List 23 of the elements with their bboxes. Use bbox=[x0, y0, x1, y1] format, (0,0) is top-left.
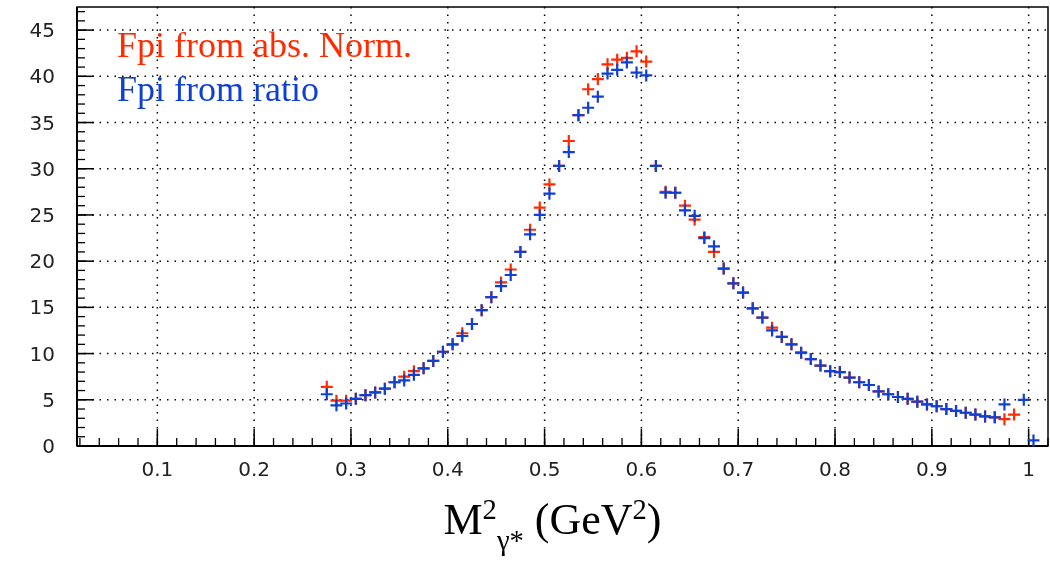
y-tick-label: 15 bbox=[29, 295, 55, 320]
text: Fpi from ratio bbox=[117, 69, 319, 109]
x-tick-label: 0.1 bbox=[141, 457, 174, 481]
y-tick-label: 5 bbox=[42, 387, 55, 412]
y-tick-label: 0 bbox=[42, 434, 55, 458]
text: Fpi from abs. Norm. bbox=[117, 25, 412, 65]
x-tick-label: 0.8 bbox=[819, 457, 851, 481]
x-tick-label: 1 bbox=[1022, 457, 1036, 481]
x-tick-label: 0.7 bbox=[722, 457, 755, 481]
x-tick-label: 0.3 bbox=[335, 457, 367, 481]
x-tick-label: 0.9 bbox=[915, 457, 948, 481]
y-tick-label: 25 bbox=[29, 202, 55, 227]
y-tick-label: 40 bbox=[29, 64, 55, 89]
x-axis-title: M$^{2}$$_{γ*}$ (GeV$^{2}$) bbox=[443, 493, 662, 556]
y-tick-label: 10 bbox=[29, 341, 55, 366]
y-tick-label: 35 bbox=[29, 110, 55, 135]
x-tick-label: 0.4 bbox=[431, 457, 464, 481]
y-tick-label: 45 bbox=[29, 18, 55, 43]
x-tick-label: 0.5 bbox=[528, 457, 561, 481]
y-tick-label: 20 bbox=[29, 249, 55, 274]
y-tick-label: 30 bbox=[29, 156, 55, 181]
x-tick-label: 0.6 bbox=[625, 457, 658, 481]
x-tick-label: 0.2 bbox=[238, 457, 271, 481]
